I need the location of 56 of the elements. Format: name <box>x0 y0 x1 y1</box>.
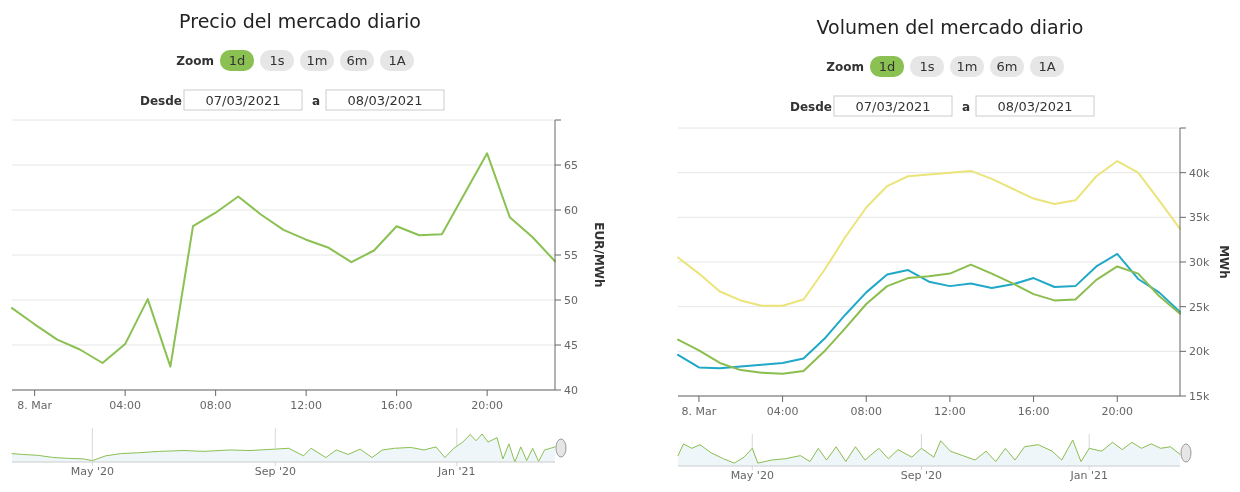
text: a <box>311 94 321 108</box>
x-tick-label: 16:00 <box>1017 405 1050 418</box>
x-tick-label: 20:00 <box>471 399 503 412</box>
y-tick-label: 50 <box>564 294 578 307</box>
x-tick-label: Jan '21 <box>437 465 476 478</box>
x-tick-label: 8. Mar <box>681 405 717 418</box>
date-field: 07/03/2021 <box>833 95 953 117</box>
chart-title: Precio del mercado diario <box>179 10 421 32</box>
text: Zoom <box>826 60 864 74</box>
date-field: 07/03/2021 <box>183 89 303 111</box>
zoom-button: 6m <box>340 50 374 71</box>
y-tick-label: 15k <box>1189 390 1210 403</box>
y-tick-label: 65 <box>564 159 578 172</box>
x-tick-label: 12:00 <box>934 405 966 418</box>
x-tick-label: 16:00 <box>380 399 413 412</box>
zoom-button: 1A <box>1030 56 1064 77</box>
x-tick-label: 04:00 <box>766 405 799 418</box>
y-tick-label: 60 <box>564 204 578 217</box>
date-field: 08/03/2021 <box>975 95 1095 117</box>
zoom-button: 1s <box>910 56 944 77</box>
zoom-button: 1A <box>380 50 414 71</box>
y-tick-label: 20k <box>1189 345 1210 359</box>
y-tick-label: 55 <box>564 249 578 262</box>
x-tick-label: May '20 <box>70 465 114 478</box>
x-tick-label: May '20 <box>730 469 774 482</box>
y-tick-label: 30k <box>1189 256 1210 269</box>
zoom-button: 1m <box>300 50 334 71</box>
text: Zoom <box>176 54 214 68</box>
x-tick-label: Jan '21 <box>1069 469 1108 482</box>
x-tick-label: 20:00 <box>1101 405 1134 418</box>
zoom-button: 6m <box>990 56 1024 77</box>
text: a <box>961 100 971 114</box>
zoom-button: 1m <box>950 56 984 77</box>
y-axis-title: EUR/MWh <box>592 222 606 288</box>
y-tick-label: 40k <box>1189 166 1210 180</box>
x-tick-label: 12:00 <box>290 399 322 412</box>
date-field: 08/03/2021 <box>325 89 445 111</box>
text: Desde <box>140 94 182 108</box>
zoom-button: 1d <box>220 50 254 71</box>
line-series <box>11 152 556 368</box>
x-tick-label: 8. Mar <box>17 399 53 412</box>
x-tick-label: 08:00 <box>199 399 232 412</box>
y-tick-label: 25k <box>1189 300 1210 314</box>
zoom-button: 1s <box>260 50 294 71</box>
x-tick-label: Sep '20 <box>254 465 296 478</box>
zoom-button: 1d <box>870 56 904 77</box>
y-tick-label: 35k <box>1189 211 1210 225</box>
x-tick-label: 04:00 <box>109 399 141 412</box>
x-tick-label: Sep '20 <box>900 469 943 482</box>
chart-title: Volumen del mercado diario <box>816 16 1084 38</box>
line-series <box>677 160 1181 307</box>
y-tick-label: 45 <box>564 339 578 352</box>
text: Desde <box>790 100 832 114</box>
x-tick-label: 08:00 <box>850 405 883 418</box>
y-tick-label: 40 <box>564 384 578 397</box>
y-axis-title: MWh <box>1217 245 1231 279</box>
